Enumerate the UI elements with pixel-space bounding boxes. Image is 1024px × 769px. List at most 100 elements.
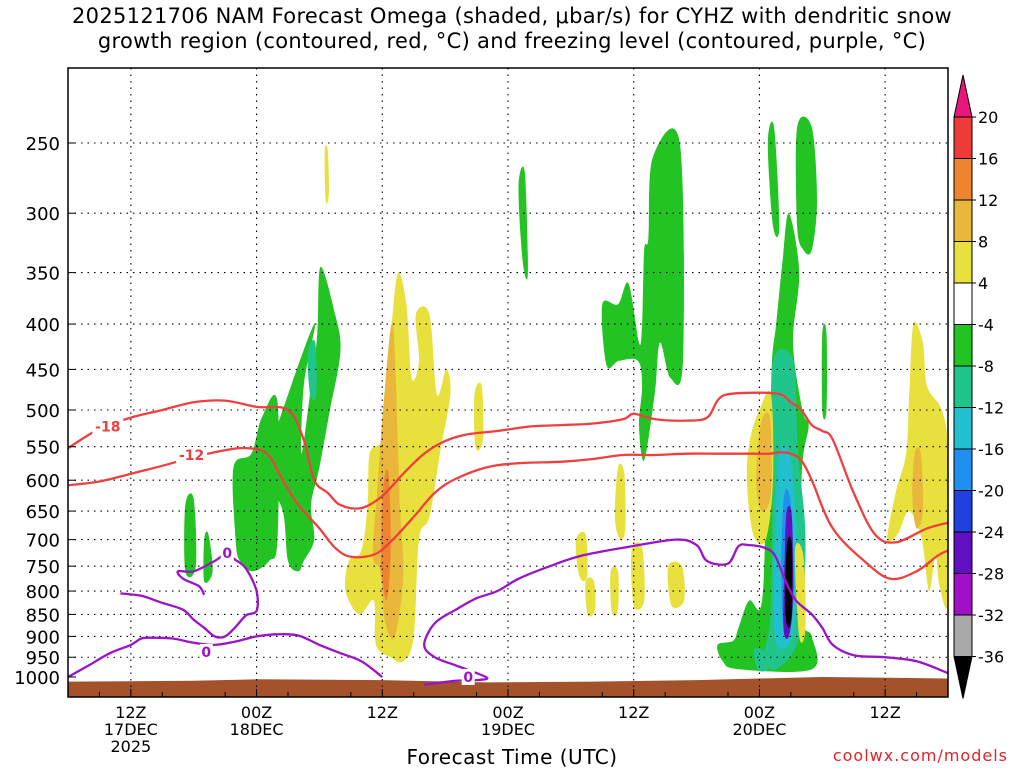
colorbar-label: -4 (978, 316, 994, 335)
colorbar-segment (953, 158, 973, 201)
y-tick-label-800: 800 (26, 582, 60, 603)
grid-layer (68, 68, 948, 697)
y-tick-label-250: 250 (26, 134, 60, 155)
dgz-label-bg (92, 418, 124, 435)
y-tick-label-600: 600 (26, 471, 60, 492)
colorbar-segment (953, 324, 973, 367)
y-tick-label-900: 900 (26, 627, 60, 648)
omega-region-pos4 (667, 561, 685, 609)
x-tick-label: 18DEC (230, 720, 284, 739)
freezing-level-label: 0 (463, 670, 473, 686)
colorbar-label: -20 (978, 482, 1004, 501)
colorbar-label: 12 (978, 191, 998, 210)
colorbar-arrow-bottom (953, 656, 973, 699)
contour-layer: -18 -12 0 0 0 (67, 391, 949, 686)
colorbar-label: 8 (978, 233, 988, 252)
dgz-label-bg (176, 447, 208, 464)
y-tick-label-550: 550 (26, 438, 60, 459)
colorbar-label: -12 (978, 399, 1004, 418)
x-tick-label: 19DEC (481, 720, 535, 739)
colorbar-arrow-top (953, 74, 973, 118)
colorbar-segment (953, 365, 973, 408)
dgz-contour (67, 446, 949, 581)
colorbar-segment (953, 490, 973, 533)
plot-frame (67, 67, 949, 698)
omega-region-neg8 (232, 394, 280, 572)
colorbar-label: -28 (978, 565, 1004, 584)
omega-region-pos4 (631, 542, 645, 610)
chart-title-line-2: growth region (contoured, red, °C) and f… (97, 29, 927, 53)
freezing-level-label: 0 (222, 546, 232, 562)
omega-shading-layer (184, 116, 948, 672)
chart-title-line-1: 2025121706 NAM Forecast Omega (shaded, μ… (72, 4, 952, 28)
freezing-level-contour (120, 553, 260, 639)
colorbar-segment (953, 448, 973, 491)
x-tick-label: 12Z (869, 703, 900, 722)
colorbar-label: -24 (978, 523, 1004, 542)
colorbar-label: -8 (978, 357, 994, 376)
omega-region-neg8 (601, 128, 684, 462)
dgz-label: -12 (179, 448, 204, 464)
x-axis-title: Forecast Time (UTC) (406, 745, 618, 769)
colorbar-label: 16 (978, 150, 998, 169)
freezing-level-contour (67, 632, 383, 678)
colorbar-segment (953, 241, 973, 284)
omega-region-neg12 (307, 340, 317, 401)
omega-region-neg8 (767, 121, 780, 238)
x-tick-label: 12Z (618, 703, 649, 722)
omega-region-pos4 (794, 542, 806, 643)
x-tick-label: 2025 (110, 737, 151, 756)
y-tick-label-1000: 1000 (14, 668, 60, 689)
colorbar-segment (953, 531, 973, 574)
dgz-contour (67, 391, 949, 544)
freezing-level-label: 0 (201, 645, 211, 661)
x-tick-label: 00Z (744, 703, 775, 722)
x-tick-label: 00Z (492, 703, 523, 722)
omega-region-pos4 (324, 144, 329, 204)
freezing-level-contour (423, 538, 949, 686)
freezing-level-label-bg (220, 545, 234, 562)
freezing-level-label-bg (199, 643, 213, 660)
colorbar-label: -16 (978, 440, 1004, 459)
y-tick-label-950: 950 (26, 648, 60, 669)
colorbar-label: -36 (978, 648, 1004, 667)
x-tick-label: 12Z (115, 703, 146, 722)
omega-region-pos4 (473, 382, 484, 451)
colorbar-segment (953, 116, 973, 159)
colorbar-segment (953, 573, 973, 616)
y-tick-label-850: 850 (26, 605, 60, 626)
colorbar-label: -32 (978, 606, 1004, 625)
omega-region-pos4 (614, 463, 626, 541)
omega-region-pos8 (756, 412, 772, 512)
y-tick-label-350: 350 (26, 264, 60, 285)
omega-region-pos12 (381, 469, 391, 601)
x-tick-label: 20DEC (732, 720, 786, 739)
site-credit: coolwx.com/models (832, 746, 1008, 765)
colorbar-label: 4 (978, 274, 988, 293)
dgz-label: -18 (95, 420, 120, 436)
colorbar-segment (953, 199, 973, 242)
colorbar-segment (953, 614, 973, 657)
omega-region-neg8 (518, 166, 528, 280)
omega-region-pos8 (912, 447, 924, 529)
colorbar-segment (953, 282, 973, 325)
colorbar: 20 16 12 8 4 -4 -8 -12 -16 -20 -24 -28 -32 -36 (953, 74, 1004, 699)
x-tick-label: 17DEC (104, 720, 158, 739)
omega-region-neg8 (265, 266, 341, 572)
omega-region-neg8 (795, 116, 817, 255)
freezing-level-label-bg (461, 669, 475, 685)
y-tick-label-650: 650 (26, 502, 60, 523)
y-tick-label-500: 500 (26, 401, 60, 422)
omega-region-neg36 (785, 536, 793, 628)
y-tick-label-700: 700 (26, 531, 60, 552)
omega-region-neg12 (753, 648, 769, 672)
chart-title: 2025121706 NAM Forecast Omega (shaded, μ… (0, 4, 1024, 54)
colorbar-segment (953, 407, 973, 450)
omega-region-neg8 (821, 324, 828, 420)
y-tick-label-450: 450 (26, 360, 60, 381)
omega-region-pos4 (585, 577, 596, 617)
y-tick-label-750: 750 (26, 557, 60, 578)
y-tick-label-400: 400 (26, 315, 60, 336)
